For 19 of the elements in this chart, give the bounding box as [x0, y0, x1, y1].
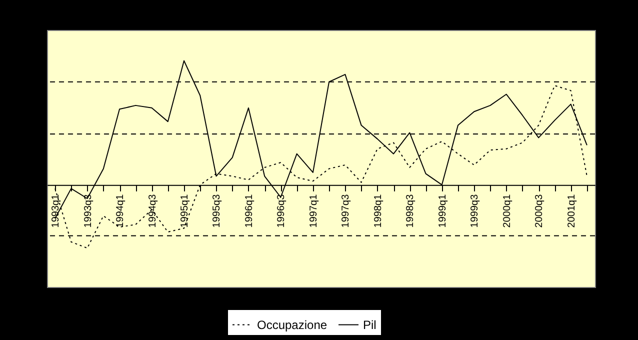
legend-label: Pil: [363, 318, 376, 332]
x-tick-label: 1999q1: [437, 194, 448, 228]
x-tick-label: 1999q3: [470, 194, 481, 228]
x-tick-label: 2000q3: [534, 194, 546, 228]
x-tick-label: 1997q1: [308, 194, 320, 228]
x-tick-label: 1996q1: [244, 194, 255, 228]
x-tick-label: 1995q3: [212, 194, 223, 228]
x-tick-label: 1995q1: [180, 194, 190, 228]
x-tick-label: 1993q1: [50, 194, 62, 228]
x-tick-label: 1994q1: [115, 194, 126, 228]
x-tick-label: 2001q1: [566, 194, 578, 228]
x-tick-label: 1993q3: [82, 194, 94, 228]
x-tick-label: 2000q1: [502, 194, 513, 228]
legend-label: Occupazione: [257, 318, 328, 332]
x-tick-label: 1998q3: [405, 194, 416, 228]
x-tick-label: 1996q3: [276, 194, 288, 228]
x-tick-label: 1998q1: [372, 194, 384, 228]
x-tick-label: 1994q3: [147, 194, 158, 228]
x-tick-label: 1997q3: [340, 194, 352, 228]
